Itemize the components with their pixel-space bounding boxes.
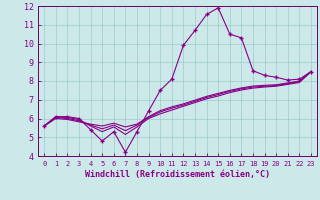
X-axis label: Windchill (Refroidissement éolien,°C): Windchill (Refroidissement éolien,°C) xyxy=(85,170,270,179)
